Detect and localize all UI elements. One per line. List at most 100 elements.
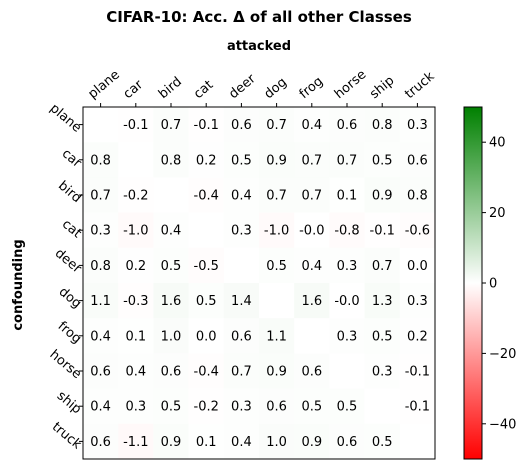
heatmap-cell — [329, 318, 365, 354]
cell-value-label: -0.4 — [194, 365, 219, 380]
cell-value-label: 0.6 — [337, 435, 358, 450]
y-tick-label: dog — [56, 284, 84, 311]
heatmap-cell — [364, 247, 401, 284]
cell-value-label: 0.0 — [196, 329, 217, 344]
heatmap-cell — [259, 423, 295, 460]
heatmap-cell — [294, 353, 330, 389]
cell-value-label: 0.9 — [266, 365, 287, 380]
cell-value-label: -0.4 — [194, 189, 219, 204]
cell-value-label: 0.3 — [231, 224, 252, 239]
heatmap-cell — [259, 318, 295, 354]
heatmap-cell — [329, 353, 365, 389]
cell-value-label: 0.3 — [337, 259, 358, 274]
y-tick-label: cat — [59, 217, 84, 241]
cell-value-label: 0.3 — [372, 365, 393, 380]
cell-value-label: 1.0 — [161, 329, 182, 344]
cell-value-label: 0.4 — [231, 435, 252, 450]
cell-value-label: 0.8 — [161, 153, 182, 168]
x-tick-label: cat — [191, 78, 216, 102]
cell-value-label: 0.4 — [90, 400, 111, 415]
cell-value-label: 0.3 — [407, 294, 428, 309]
cell-value-label: 0.8 — [90, 259, 111, 274]
cell-value-label: 0.7 — [161, 118, 182, 133]
cell-value-label: -1.0 — [264, 224, 289, 239]
heatmap-cell — [294, 318, 330, 354]
heatmap-cell — [294, 177, 330, 213]
cell-value-label: 0.6 — [301, 365, 322, 380]
heatmap-cell — [118, 283, 154, 319]
heatmap-cell — [329, 142, 365, 178]
heatmap-cell — [259, 353, 295, 389]
heatmap-cell — [118, 212, 154, 249]
heatmap-cell — [83, 142, 119, 178]
heatmap-cell — [223, 247, 260, 284]
heatmap-cell — [83, 212, 119, 249]
cell-value-label: 0.3 — [337, 329, 358, 344]
heatmap-cell — [329, 283, 365, 319]
heatmap-cell — [294, 107, 330, 143]
heatmap-cell — [188, 177, 225, 213]
x-tick-label: car — [121, 77, 147, 102]
heatmap-cell — [153, 318, 189, 354]
heatmap-cell — [118, 247, 154, 284]
heatmap-cell — [223, 212, 260, 249]
heatmap-cell — [188, 247, 225, 284]
colorbar-ticks: 40 20 0 −20 −40 — [482, 136, 516, 432]
cell-value-label: -0.2 — [123, 189, 148, 204]
cell-value-label: 0.5 — [161, 259, 182, 274]
cell-value-label: 0.2 — [196, 153, 217, 168]
x-tick-label: frog — [297, 74, 326, 102]
heatmap-cell — [153, 107, 189, 143]
heatmap-cell — [153, 177, 189, 213]
heatmap-cell — [153, 142, 189, 178]
cell-value-label: -0.0 — [334, 294, 359, 309]
cell-value-label: 0.6 — [90, 435, 111, 450]
y-tick-label: frog — [55, 319, 84, 347]
heatmap-cell — [294, 212, 330, 249]
y-tick-label: car — [59, 146, 85, 171]
heatmap-cell — [259, 142, 295, 178]
heatmap-cell — [399, 283, 436, 319]
heatmap-cell — [329, 247, 365, 284]
cell-value-label: -0.1 — [405, 365, 430, 380]
cell-value-label: -0.1 — [194, 118, 219, 133]
heatmap-cell — [364, 142, 401, 178]
cell-value-label: 0.4 — [231, 189, 252, 204]
heatmap-cell — [188, 107, 225, 143]
heatmap-cell — [223, 353, 260, 389]
cell-value-label: 0.1 — [196, 435, 217, 450]
heatmap-cell — [329, 212, 365, 249]
heatmap-cell — [294, 283, 330, 319]
y-tick-label: deer — [52, 246, 85, 277]
cell-value-label: 0.9 — [372, 189, 393, 204]
cell-value-label: 1.1 — [266, 329, 287, 344]
heatmap-cell — [399, 177, 436, 213]
heatmap-cell — [259, 107, 295, 143]
heatmap-cell — [118, 318, 154, 354]
cell-value-label: 0.5 — [301, 400, 322, 415]
heatmap-cell — [294, 142, 330, 178]
cell-value-label: 1.1 — [90, 294, 111, 309]
heatmap-cell — [294, 423, 330, 460]
x-tick-label: plane — [86, 67, 123, 102]
y-axis-label: confounding — [11, 239, 26, 330]
heatmap-cell — [259, 388, 295, 425]
heatmap-cell — [153, 247, 189, 284]
y-tick-label: horse — [47, 347, 84, 382]
heatmap-cell — [364, 423, 401, 460]
heatmap-cell — [188, 212, 225, 249]
heatmap-cell — [399, 318, 436, 354]
cell-value-label: 0.5 — [161, 400, 182, 415]
heatmap-cell — [329, 423, 365, 460]
cell-value-label: 0.7 — [372, 259, 393, 274]
cell-value-label: 0.5 — [372, 329, 393, 344]
x-tick-label: deer — [226, 71, 259, 102]
cell-value-label: 0.8 — [90, 153, 111, 168]
heatmap-cell — [399, 212, 436, 249]
heatmap-cell — [364, 177, 401, 213]
cell-value-label: 1.3 — [372, 294, 393, 309]
heatmap-cell — [118, 423, 154, 460]
x-tick-label: horse — [332, 67, 369, 102]
